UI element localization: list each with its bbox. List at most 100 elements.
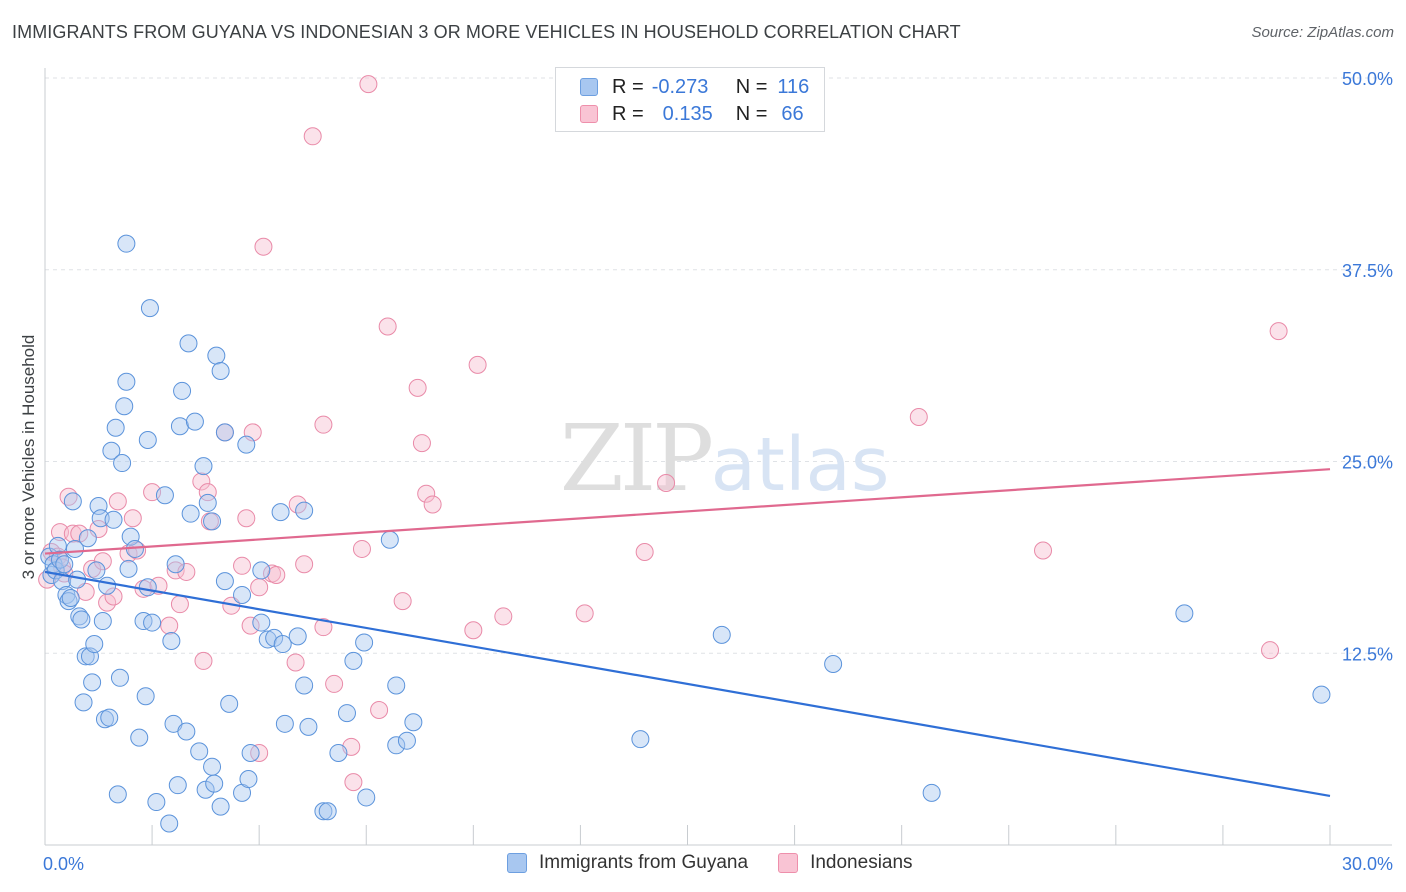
point-guyana (344, 651, 363, 670)
point-indonesians (1269, 322, 1288, 341)
point-guyana (233, 585, 252, 604)
y-tick-label: 37.5% (1342, 261, 1393, 281)
point-guyana (404, 713, 423, 732)
point-indonesians (303, 127, 322, 146)
watermark-zip: ZIP (560, 405, 711, 512)
trend-lines (44, 468, 1331, 797)
legend-swatch-blue (580, 78, 598, 96)
point-guyana (288, 627, 307, 646)
legend-n-label: N = (735, 75, 768, 98)
legend-n-value: 66 (781, 102, 804, 125)
legend-row-guyana: R = -0.273 N = 116 (580, 75, 809, 99)
point-indonesians (359, 75, 378, 94)
point-guyana (211, 797, 230, 816)
point-guyana (106, 418, 125, 437)
tick-labels: 12.5% 25.0% 37.5% 50.0% 0.0% 30.0% (43, 69, 1393, 874)
point-indonesians (295, 555, 314, 574)
point-indonesians (194, 651, 213, 670)
axes (44, 68, 1392, 846)
point-guyana (397, 731, 416, 750)
point-guyana (387, 736, 406, 755)
point-guyana (65, 539, 84, 558)
point-guyana (237, 435, 256, 454)
point-guyana (166, 555, 185, 574)
point-indonesians (108, 492, 127, 511)
grid-lines (45, 77, 1392, 654)
point-guyana (119, 559, 138, 578)
point-guyana (173, 381, 192, 400)
point-guyana (59, 592, 78, 611)
point-indonesians (417, 484, 436, 503)
y-tick-label: 50.0% (1342, 69, 1393, 89)
point-guyana (170, 417, 189, 436)
point-guyana (239, 770, 258, 789)
point-guyana (70, 607, 89, 626)
series-legend: Immigrants from Guyana Indonesians (507, 852, 943, 874)
point-guyana (147, 793, 166, 812)
point-guyana (299, 717, 318, 736)
legend-row-indonesians: R = 0.135 N = 66 (580, 102, 804, 126)
point-guyana (83, 673, 102, 692)
source-label: Source: ZipAtlas.com (1251, 24, 1394, 41)
point-indonesians (314, 415, 333, 434)
legend-n-label: N = (735, 102, 768, 125)
point-indonesians (423, 495, 442, 514)
point-indonesians (160, 616, 179, 635)
point-indonesians (635, 543, 654, 562)
point-indonesians (1261, 641, 1280, 660)
legend-r-value: 0.135 (662, 102, 713, 125)
x-tick-label: 0.0% (43, 854, 84, 874)
point-indonesians (314, 618, 333, 637)
point-guyana (136, 687, 155, 706)
point-guyana (337, 704, 356, 723)
point-indonesians (344, 773, 363, 792)
point-indonesians (352, 539, 371, 558)
point-indonesians (378, 317, 397, 336)
point-guyana (179, 334, 198, 353)
point-indonesians (909, 408, 928, 427)
point-indonesians (233, 556, 252, 575)
point-guyana (273, 635, 292, 654)
point-guyana (380, 530, 399, 549)
y-tick-label: 25.0% (1342, 453, 1393, 473)
point-guyana (76, 647, 95, 666)
point-indonesians (104, 587, 123, 606)
point-indonesians (177, 562, 196, 581)
point-guyana (215, 572, 234, 591)
point-guyana (63, 492, 82, 511)
point-guyana (102, 441, 121, 460)
watermark-atlas: atlas (711, 422, 890, 508)
point-guyana (93, 612, 112, 631)
point-guyana (138, 431, 157, 450)
point-guyana (110, 668, 129, 687)
point-guyana (74, 693, 93, 712)
point-guyana (55, 555, 74, 574)
point-indonesians (237, 509, 256, 528)
point-guyana (48, 536, 67, 555)
x-tick-label: 30.0% (1342, 854, 1393, 874)
point-indonesians (63, 524, 82, 543)
point-guyana (117, 234, 136, 253)
point-guyana (295, 676, 314, 695)
point-indonesians (286, 653, 305, 672)
trend-line-indonesians (44, 468, 1331, 555)
point-guyana (215, 423, 234, 442)
point-guyana (631, 730, 650, 749)
point-guyana (220, 694, 239, 713)
point-indonesians (494, 607, 513, 626)
point-guyana (181, 504, 200, 523)
point-guyana (824, 654, 843, 673)
point-indonesians (325, 674, 344, 693)
y-tick-label: 12.5% (1342, 644, 1393, 664)
chart-title: IMMIGRANTS FROM GUYANA VS INDONESIAN 3 O… (12, 22, 961, 42)
legend-swatch-blue (507, 853, 527, 873)
point-guyana (318, 802, 337, 821)
point-guyana (61, 589, 80, 608)
point-guyana (387, 676, 406, 695)
point-guyana (190, 742, 209, 761)
point-guyana (275, 714, 294, 733)
point-guyana (252, 561, 271, 580)
point-guyana (160, 814, 179, 833)
point-guyana (104, 510, 123, 529)
